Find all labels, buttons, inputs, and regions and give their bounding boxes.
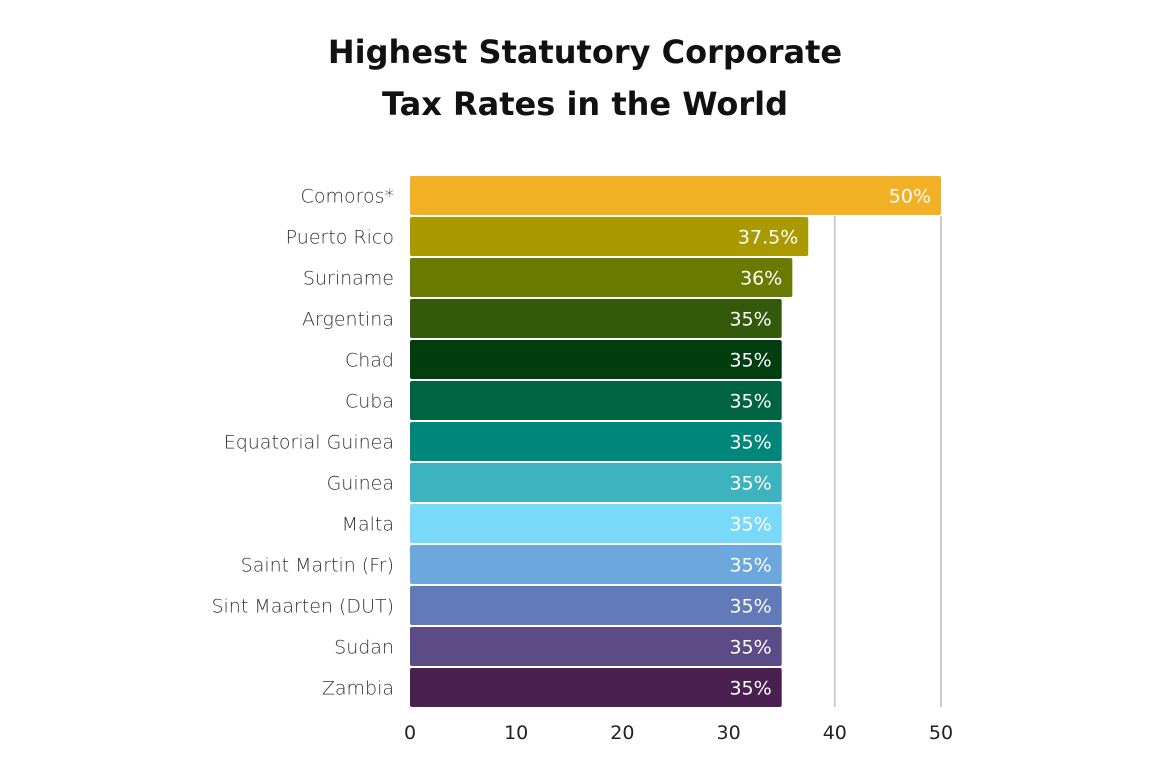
bar xyxy=(410,176,941,215)
data-label: 37.5% xyxy=(738,227,798,249)
x-tick-label: 30 xyxy=(717,722,741,744)
bar xyxy=(410,217,809,256)
data-label: 35% xyxy=(729,432,771,454)
bar xyxy=(410,258,793,297)
data-label: 35% xyxy=(729,350,771,372)
x-tick-label: 10 xyxy=(504,722,528,744)
data-label: 35% xyxy=(729,678,771,700)
bar xyxy=(410,545,782,584)
category-label: Comoros* xyxy=(301,186,394,208)
bar xyxy=(410,586,782,625)
category-label: Suriname xyxy=(303,268,394,290)
category-label: Sint Maarten (DUT) xyxy=(211,596,394,618)
bar xyxy=(410,504,782,543)
chart-title-line-1: Highest Statutory Corporate xyxy=(327,33,843,71)
chart-title-line-2: Tax Rates in the World xyxy=(381,85,789,123)
category-label: Argentina xyxy=(302,309,394,331)
x-tick-label: 50 xyxy=(929,722,953,744)
bar xyxy=(410,463,782,502)
value-labels: 50% 37.5% 36% 35% 35% 35% 35% 35% 35% 35% 35% 35% 35… xyxy=(729,186,931,700)
bar xyxy=(410,299,782,338)
category-label: Equatorial Guinea xyxy=(224,432,394,454)
data-label: 35% xyxy=(729,473,771,495)
bar xyxy=(410,422,782,461)
bar xyxy=(410,340,782,379)
bars xyxy=(410,176,941,707)
data-label: 35% xyxy=(729,309,771,331)
gridlines xyxy=(833,216,942,707)
bar xyxy=(410,668,782,707)
bar xyxy=(410,381,782,420)
category-label: Saint Martin (Fr) xyxy=(241,555,394,577)
chart-title: Highest Statutory Corporate Tax Rates in… xyxy=(0,26,1170,130)
x-axis-ticks: 0 10 20 30 40 50 xyxy=(404,722,953,744)
x-tick-label: 20 xyxy=(610,722,634,744)
data-label: 50% xyxy=(889,186,931,208)
data-label: 35% xyxy=(729,514,771,536)
category-label: Sudan xyxy=(334,637,394,659)
x-tick-label: 40 xyxy=(823,722,847,744)
data-label: 35% xyxy=(729,596,771,618)
category-label: Puerto Rico xyxy=(286,227,394,249)
category-label: Chad xyxy=(345,350,394,372)
bar xyxy=(410,627,782,666)
data-label: 35% xyxy=(729,637,771,659)
category-label: Zambia xyxy=(322,678,394,700)
category-label: Cuba xyxy=(345,391,394,413)
x-tick-label: 0 xyxy=(404,722,416,744)
category-labels: Comoros* Puerto Rico Suriname Argentina Chad… xyxy=(211,186,394,700)
category-label: Guinea xyxy=(327,473,394,495)
data-label: 36% xyxy=(740,268,782,290)
data-label: 35% xyxy=(729,391,771,413)
data-label: 35% xyxy=(729,555,771,577)
category-label: Malta xyxy=(342,514,394,536)
